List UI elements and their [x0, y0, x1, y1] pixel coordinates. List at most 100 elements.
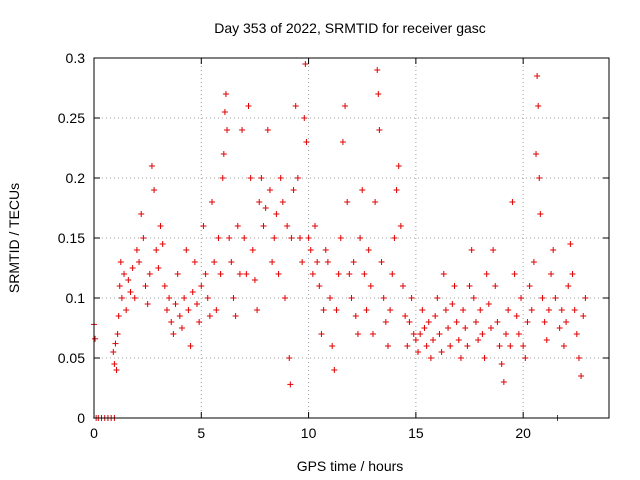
- data-point: [536, 175, 543, 181]
- data-point: [548, 271, 555, 277]
- data-point: [524, 319, 531, 325]
- data-point: [331, 367, 338, 373]
- data-point: [350, 259, 357, 265]
- data-point: [110, 349, 117, 355]
- data-point: [354, 331, 361, 337]
- y-tick-label: 0.3: [66, 50, 86, 66]
- data-point: [412, 337, 419, 343]
- plot-frame: [93, 57, 610, 419]
- data-point: [485, 301, 492, 307]
- y-tick-label: 0.15: [58, 230, 85, 246]
- data-point: [183, 247, 190, 253]
- data-point: [421, 325, 428, 331]
- data-point: [301, 115, 308, 121]
- data-point: [522, 355, 529, 361]
- data-point: [316, 283, 323, 289]
- data-point: [258, 175, 265, 181]
- data-point: [113, 367, 120, 373]
- data-point: [209, 199, 216, 205]
- data-point: [194, 301, 200, 307]
- data-point: [144, 301, 151, 307]
- data-point: [115, 313, 122, 319]
- data-point: [136, 259, 143, 265]
- data-point: [415, 349, 422, 355]
- data-point: [129, 265, 136, 271]
- data-point: [472, 319, 479, 325]
- data-point: [260, 223, 267, 229]
- data-point: [400, 283, 406, 289]
- data-point: [249, 247, 256, 253]
- data-point: [367, 283, 374, 289]
- data-point: [239, 127, 246, 133]
- y-tick-label: 0.25: [58, 110, 85, 126]
- data-point: [117, 259, 124, 265]
- data-point: [140, 235, 147, 241]
- data-point: [287, 381, 294, 388]
- data-point: [470, 295, 477, 301]
- data-point: [333, 307, 340, 313]
- data-point: [490, 247, 497, 253]
- data-point: [348, 295, 355, 301]
- data-point: [151, 187, 158, 193]
- data-point: [217, 271, 224, 277]
- data-point: [395, 163, 402, 169]
- data-point: [357, 235, 364, 241]
- data-point: [339, 139, 346, 145]
- data-point: [220, 151, 227, 157]
- data-point: [563, 319, 570, 325]
- data-point: [243, 271, 250, 277]
- data-point: [232, 313, 239, 319]
- data-point: [442, 307, 449, 313]
- data-point: [500, 379, 507, 385]
- data-point: [481, 355, 488, 361]
- data-point: [290, 187, 297, 193]
- data-point: [286, 355, 293, 361]
- data-point: [507, 343, 514, 349]
- data-point: [176, 313, 183, 319]
- data-point: [138, 211, 145, 217]
- data-point: [408, 295, 415, 301]
- data-point: [352, 313, 359, 319]
- data-point: [477, 307, 484, 313]
- data-point: [487, 325, 494, 331]
- data-point: [436, 331, 443, 337]
- x-tick-label: 20: [515, 425, 531, 441]
- data-point: [462, 325, 469, 331]
- data-point: [346, 271, 353, 277]
- data-points: [91, 61, 589, 421]
- data-point: [337, 235, 344, 241]
- data-point: [417, 331, 424, 337]
- data-point: [230, 295, 237, 301]
- data-point: [181, 295, 188, 301]
- data-point: [269, 259, 276, 265]
- data-point: [382, 319, 389, 325]
- data-point: [92, 335, 99, 342]
- data-point: [537, 211, 544, 217]
- data-point: [494, 319, 501, 325]
- data-point: [387, 307, 394, 313]
- data-point: [453, 319, 460, 325]
- data-point: [582, 295, 589, 301]
- data-point: [391, 235, 398, 241]
- data-point: [530, 259, 537, 265]
- data-point: [573, 331, 580, 337]
- data-point: [558, 307, 565, 313]
- data-point: [509, 199, 516, 205]
- data-point: [245, 103, 252, 109]
- data-point: [314, 259, 321, 265]
- data-point: [550, 247, 557, 253]
- data-point: [460, 307, 467, 313]
- data-point: [174, 271, 181, 277]
- x-tick-label: 0: [90, 425, 98, 441]
- data-point: [146, 271, 153, 277]
- data-point: [236, 271, 243, 277]
- data-point: [457, 355, 464, 361]
- data-point: [187, 343, 194, 349]
- data-point: [254, 307, 261, 313]
- data-point: [318, 331, 325, 337]
- data-point: [168, 319, 175, 325]
- data-point: [305, 235, 312, 241]
- data-point: [159, 241, 166, 247]
- data-point: [427, 355, 434, 361]
